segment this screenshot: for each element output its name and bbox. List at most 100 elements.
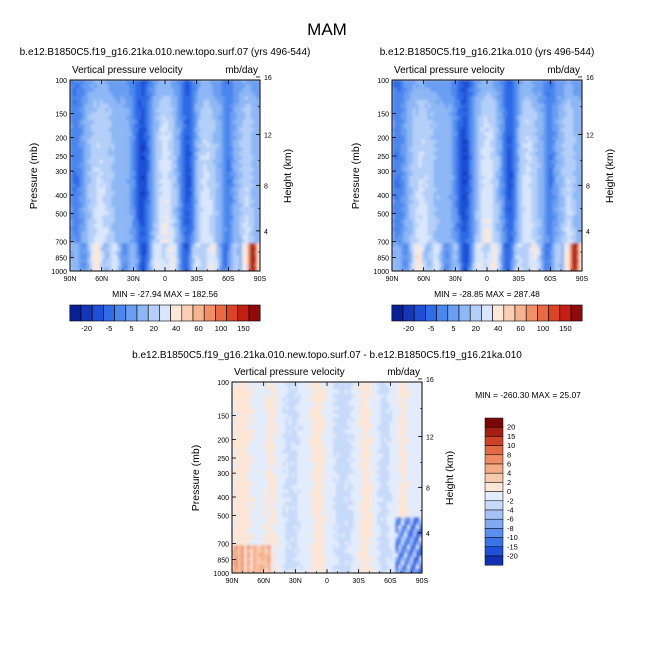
field-cell [227,223,231,228]
field-cell [123,123,128,129]
field-cell [170,183,175,189]
field-cell [99,191,104,196]
field-cell [227,171,231,177]
field-cell [224,195,228,200]
field-cell [439,227,444,232]
field-cell [191,187,196,193]
field-cell [138,111,142,117]
field-cell [457,215,461,220]
field-cell [72,127,77,133]
field-cell [102,107,107,113]
field-cell [501,191,506,196]
field-cell [206,127,211,133]
field-cell [70,171,74,177]
field-cell [400,231,405,236]
field-cell [117,171,122,177]
field-cell [394,159,399,165]
field-cell [469,243,473,248]
field-cell [501,171,506,177]
field-cell [239,187,243,193]
field-cell [430,167,435,173]
field-cell [457,195,461,200]
field-cell [81,139,86,145]
field-cell [224,179,228,185]
field-cell [150,135,154,141]
field-cell [78,127,83,133]
field-cell [492,83,497,89]
field-cell [224,227,228,232]
field-cell [418,263,423,268]
field-cell [251,171,255,177]
field-cell [489,219,494,224]
field-cell [442,111,447,117]
field-cell [209,179,214,185]
field-cell [392,95,396,101]
field-cell [251,207,255,212]
field-cell [167,135,172,141]
field-cell [466,95,470,101]
field-cell [487,267,491,271]
field-cell [433,199,438,204]
field-cell [81,215,86,220]
field-cell [403,87,408,93]
field-cell [147,163,151,169]
field-cell [170,115,175,121]
field-cell [475,183,479,189]
field-cell [400,227,405,232]
field-cell [215,251,220,256]
field-cell [239,239,243,244]
field-cell [415,175,420,181]
field-cell [179,247,184,252]
field-cell [427,227,432,232]
field-cell [418,231,423,236]
field-cell [162,115,166,121]
field-cell [451,263,455,268]
field-cell [233,87,237,93]
field-cell [179,107,184,113]
field-cell [162,195,166,200]
field-cell [144,243,148,248]
field-cell [242,95,246,101]
field-cell [105,259,110,264]
field-cell [81,251,86,256]
field-cell [102,87,107,93]
field-cell [245,131,249,137]
field-cell [117,80,122,85]
field-cell [478,127,482,133]
field-cell [475,251,479,256]
field-cell [135,103,139,109]
field-cell [469,251,473,256]
field-cell [484,267,488,271]
field-cell [129,215,133,220]
field-cell [129,111,133,117]
field-cell [475,243,479,248]
field-cell [251,251,255,256]
field-cell [221,119,225,125]
field-cell [90,199,95,204]
field-cell [394,143,399,149]
field-cell [484,179,488,185]
field-cell [392,115,396,121]
field-cell [179,103,184,109]
field-cell [81,83,86,89]
field-cell [126,171,130,177]
field-cell [439,235,444,240]
field-cell [194,83,199,89]
field-cell [117,91,122,97]
field-cell [442,263,447,268]
field-cell [463,151,467,157]
field-cell [191,239,196,244]
field-cell [141,167,145,173]
field-cell [233,131,237,137]
colorbar-label: 60 [194,324,202,333]
field-cell [236,99,240,105]
field-cell [498,87,503,93]
field-cell [87,263,92,268]
field-cell [236,135,240,141]
field-cell [188,80,193,85]
field-cell [445,251,450,256]
field-cell [430,255,435,260]
field-cell [72,135,77,141]
field-cell [445,267,450,271]
field-cell [475,83,479,89]
